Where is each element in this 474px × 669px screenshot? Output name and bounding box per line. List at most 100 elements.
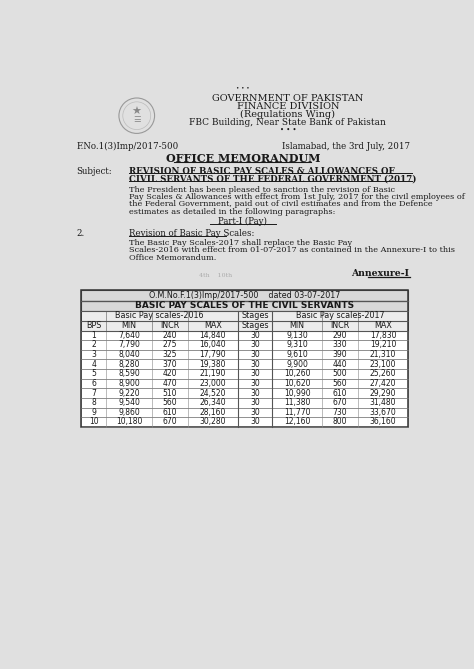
Text: 30: 30 xyxy=(250,360,260,369)
Text: 325: 325 xyxy=(163,350,177,359)
Text: 7,640: 7,640 xyxy=(118,331,140,340)
Text: 9,130: 9,130 xyxy=(286,331,308,340)
Text: 23,000: 23,000 xyxy=(200,379,226,388)
Text: 500: 500 xyxy=(333,369,347,379)
Text: 560: 560 xyxy=(333,379,347,388)
Text: 6: 6 xyxy=(91,379,96,388)
Text: 30: 30 xyxy=(250,389,260,397)
Text: estimates as detailed in the following paragraphs:: estimates as detailed in the following p… xyxy=(129,207,336,215)
Text: 31,480: 31,480 xyxy=(370,398,396,407)
Text: Revision of Basic Pay Scales:: Revision of Basic Pay Scales: xyxy=(129,229,255,238)
Text: 28,160: 28,160 xyxy=(200,408,226,417)
Text: 290: 290 xyxy=(333,331,347,340)
Text: 33,670: 33,670 xyxy=(370,408,396,417)
Text: F.No.1(3)Imp/2017-500: F.No.1(3)Imp/2017-500 xyxy=(76,142,179,151)
Text: 275: 275 xyxy=(163,341,177,349)
Text: MIN: MIN xyxy=(290,321,304,330)
Text: 21,190: 21,190 xyxy=(200,369,226,379)
Text: 24,520: 24,520 xyxy=(200,389,226,397)
Text: 30,280: 30,280 xyxy=(200,417,226,426)
Text: 670: 670 xyxy=(333,398,347,407)
Text: 2.: 2. xyxy=(76,229,84,238)
Text: 560: 560 xyxy=(163,398,177,407)
Text: Islamabad, the 3rd July, 2017: Islamabad, the 3rd July, 2017 xyxy=(282,142,410,151)
Text: 10,620: 10,620 xyxy=(284,379,310,388)
Text: 30: 30 xyxy=(250,379,260,388)
Text: • • •: • • • xyxy=(236,86,250,91)
Text: 730: 730 xyxy=(333,408,347,417)
Bar xyxy=(81,300,408,310)
Text: 670: 670 xyxy=(163,417,177,426)
Text: 17,790: 17,790 xyxy=(200,350,226,359)
Text: 30: 30 xyxy=(250,341,260,349)
Bar xyxy=(81,290,408,427)
Text: Subject:: Subject: xyxy=(76,167,112,175)
Text: 10,260: 10,260 xyxy=(284,369,310,379)
Text: ★: ★ xyxy=(132,107,142,117)
Text: Office Memorandum.: Office Memorandum. xyxy=(129,254,216,262)
Text: 27,420: 27,420 xyxy=(370,379,396,388)
Text: 7,790: 7,790 xyxy=(118,341,140,349)
Text: 370: 370 xyxy=(163,360,177,369)
Text: FBC Building, Near State Bank of Pakistan: FBC Building, Near State Bank of Pakista… xyxy=(190,118,386,127)
Text: 510: 510 xyxy=(163,389,177,397)
Bar xyxy=(81,310,408,320)
Bar xyxy=(81,417,408,427)
Text: OFFICE MEMORANDUM: OFFICE MEMORANDUM xyxy=(166,153,320,165)
Text: 19,380: 19,380 xyxy=(200,360,226,369)
Text: 240: 240 xyxy=(163,331,177,340)
Text: 21,310: 21,310 xyxy=(370,350,396,359)
Text: 9,310: 9,310 xyxy=(286,341,308,349)
Bar xyxy=(81,350,408,359)
Text: the Federal Government, paid out of civil estimates and from the Defence: the Federal Government, paid out of civi… xyxy=(129,201,433,209)
Text: 440: 440 xyxy=(333,360,347,369)
Text: 29,290: 29,290 xyxy=(370,389,396,397)
Text: 390: 390 xyxy=(333,350,347,359)
Text: GOVERNMENT OF PAKISTAN: GOVERNMENT OF PAKISTAN xyxy=(212,94,364,103)
Text: ☰: ☰ xyxy=(133,115,140,124)
Text: Stages: Stages xyxy=(241,311,269,320)
Bar xyxy=(81,369,408,379)
Text: 4: 4 xyxy=(91,360,96,369)
Text: 5: 5 xyxy=(91,369,96,379)
Text: 9,220: 9,220 xyxy=(118,389,140,397)
Bar xyxy=(81,379,408,388)
Text: MAX: MAX xyxy=(374,321,392,330)
Text: 610: 610 xyxy=(163,408,177,417)
Text: 8,590: 8,590 xyxy=(118,369,140,379)
Text: Scales-2016 with effect from 01-07-2017 as contained in the Annexure-I to this: Scales-2016 with effect from 01-07-2017 … xyxy=(129,246,455,254)
Text: Pay Scales & Allowances with effect from 1st July, 2017 for the civil employees : Pay Scales & Allowances with effect from… xyxy=(129,193,465,201)
Text: 420: 420 xyxy=(163,369,177,379)
Text: O.M.No.F.1(3)Imp/2017-500    dated 03-07-2017: O.M.No.F.1(3)Imp/2017-500 dated 03-07-20… xyxy=(149,290,340,300)
Bar xyxy=(81,407,408,417)
Text: 17,830: 17,830 xyxy=(370,331,396,340)
Text: 11,770: 11,770 xyxy=(284,408,310,417)
Text: BPS: BPS xyxy=(86,321,101,330)
Bar xyxy=(81,320,408,330)
Text: Annexure-I: Annexure-I xyxy=(352,269,410,278)
Text: 8: 8 xyxy=(91,398,96,407)
Text: 30: 30 xyxy=(250,408,260,417)
Text: The President has been pleased to sanction the revision of Basic: The President has been pleased to sancti… xyxy=(129,186,395,194)
Text: 30: 30 xyxy=(250,417,260,426)
Text: 25,260: 25,260 xyxy=(370,369,396,379)
Text: CIVIL SERVANTS OF THE FEDERAL GOVERNMENT (2017): CIVIL SERVANTS OF THE FEDERAL GOVERNMENT… xyxy=(129,174,417,183)
Text: 610: 610 xyxy=(333,389,347,397)
Text: 30: 30 xyxy=(250,398,260,407)
Bar xyxy=(81,359,408,369)
Text: 30: 30 xyxy=(250,331,260,340)
Text: 10,180: 10,180 xyxy=(116,417,142,426)
Text: 8,040: 8,040 xyxy=(118,350,140,359)
Text: Basic Pay scales-2017: Basic Pay scales-2017 xyxy=(296,311,384,320)
Text: 470: 470 xyxy=(163,379,177,388)
Text: 7: 7 xyxy=(91,389,96,397)
Text: 11,380: 11,380 xyxy=(284,398,310,407)
Text: 3: 3 xyxy=(91,350,96,359)
Text: 12,160: 12,160 xyxy=(284,417,310,426)
Text: 330: 330 xyxy=(333,341,347,349)
Text: 19,210: 19,210 xyxy=(370,341,396,349)
Text: INCR: INCR xyxy=(330,321,350,330)
Text: Stages: Stages xyxy=(241,321,269,330)
Text: 2: 2 xyxy=(91,341,96,349)
Text: 9,860: 9,860 xyxy=(118,408,140,417)
